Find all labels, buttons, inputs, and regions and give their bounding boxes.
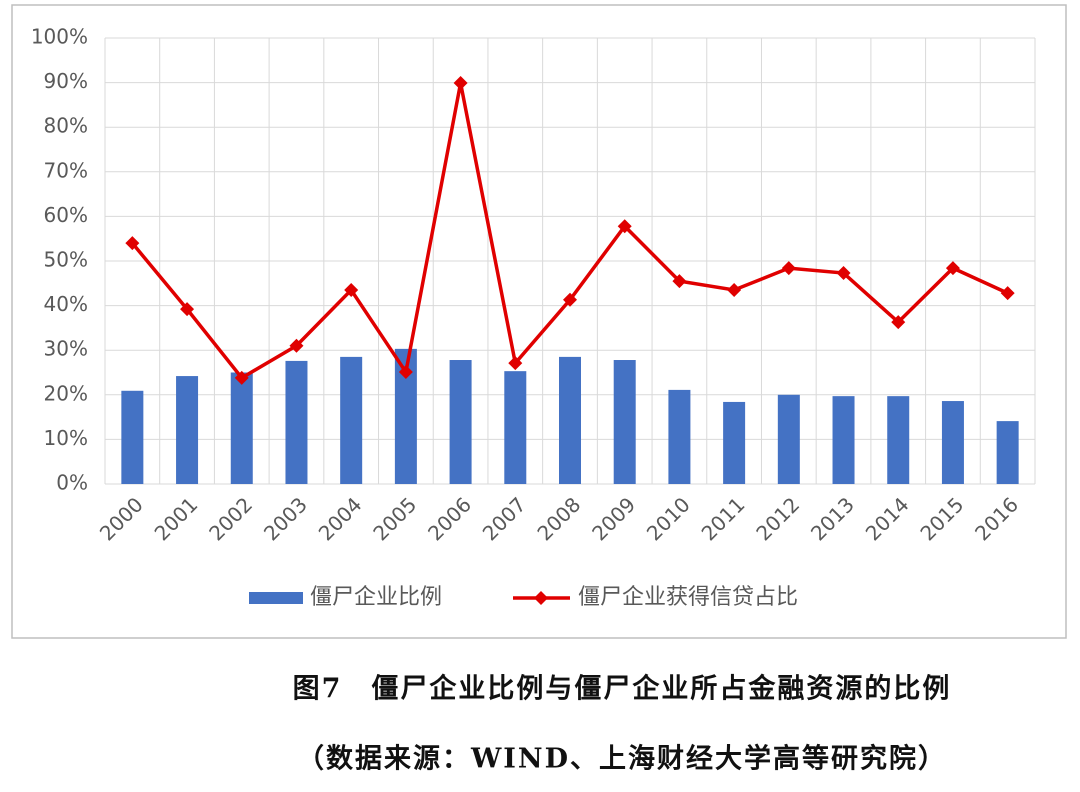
marker <box>672 274 687 289</box>
bar <box>668 389 691 484</box>
x-tick-label: 2003 <box>259 492 312 545</box>
marker <box>289 338 304 353</box>
bar <box>941 401 964 484</box>
y-tick-label: 30% <box>44 337 88 361</box>
bar <box>394 348 417 484</box>
marker <box>453 76 468 91</box>
y-tick-label: 50% <box>44 248 88 272</box>
bar <box>121 390 144 484</box>
bar <box>230 372 253 484</box>
x-tick-label: 2000 <box>95 492 148 545</box>
x-tick-label: 2001 <box>150 492 203 545</box>
bar <box>613 360 636 484</box>
marker <box>891 315 906 330</box>
y-tick-label: 80% <box>44 114 88 138</box>
source: （数据来源：WIND、上海财经大学高等研究院） <box>297 743 947 775</box>
x-tick-label: 2013 <box>806 492 859 545</box>
x-tick-label: 2012 <box>751 492 804 545</box>
bar <box>504 371 527 484</box>
bar <box>723 401 746 484</box>
marker <box>563 292 577 307</box>
marker <box>344 282 359 297</box>
marker <box>125 236 140 251</box>
y-tick-label: 40% <box>44 292 88 316</box>
y-tick-label: 90% <box>44 69 88 93</box>
x-tick-label: 2002 <box>204 492 257 545</box>
x-tick-label: 2009 <box>587 492 640 545</box>
marker <box>945 261 960 276</box>
x-tick-label: 2011 <box>697 492 750 545</box>
x-tick-label: 2005 <box>368 492 421 545</box>
y-tick-label: 20% <box>44 381 88 405</box>
legend-marker <box>534 591 548 605</box>
bar <box>176 376 199 484</box>
marker <box>234 370 249 385</box>
legend-swatch <box>249 592 303 604</box>
x-tick-label: 2008 <box>532 492 585 545</box>
y-tick-label: 60% <box>44 203 88 227</box>
bar <box>340 356 363 484</box>
caption: 图7 僵尸企业比例与僵尸企业所占金融资源的比例 <box>293 673 952 705</box>
x-tick-label: 2015 <box>915 492 968 545</box>
x-tick-label: 2006 <box>423 492 476 545</box>
marker <box>398 365 413 380</box>
bar <box>449 360 472 484</box>
y-tick-label: 100% <box>31 25 88 49</box>
bar <box>559 356 581 484</box>
y-tick-label: 10% <box>44 426 88 450</box>
marker <box>617 219 632 234</box>
chart-frame <box>11 4 1067 639</box>
marker <box>1000 286 1015 301</box>
bar <box>887 396 910 484</box>
bar <box>832 396 855 484</box>
bar <box>996 421 1019 484</box>
marker <box>508 356 523 371</box>
x-tick-label: 2010 <box>642 492 695 545</box>
bar <box>285 360 308 484</box>
marker <box>836 266 851 281</box>
x-tick-label: 2016 <box>970 492 1023 545</box>
y-tick-label: 70% <box>44 158 88 182</box>
marker <box>781 261 796 276</box>
x-tick-label: 2014 <box>861 492 914 545</box>
marker <box>180 302 195 317</box>
legend-label: 僵尸企业获得信贷占比 <box>578 585 798 610</box>
legend-label: 僵尸企业比例 <box>310 585 442 610</box>
bar <box>777 394 800 484</box>
marker <box>727 282 742 297</box>
x-tick-label: 2007 <box>478 492 531 545</box>
y-tick-label: 0% <box>56 471 88 495</box>
x-tick-label: 2004 <box>314 492 367 545</box>
